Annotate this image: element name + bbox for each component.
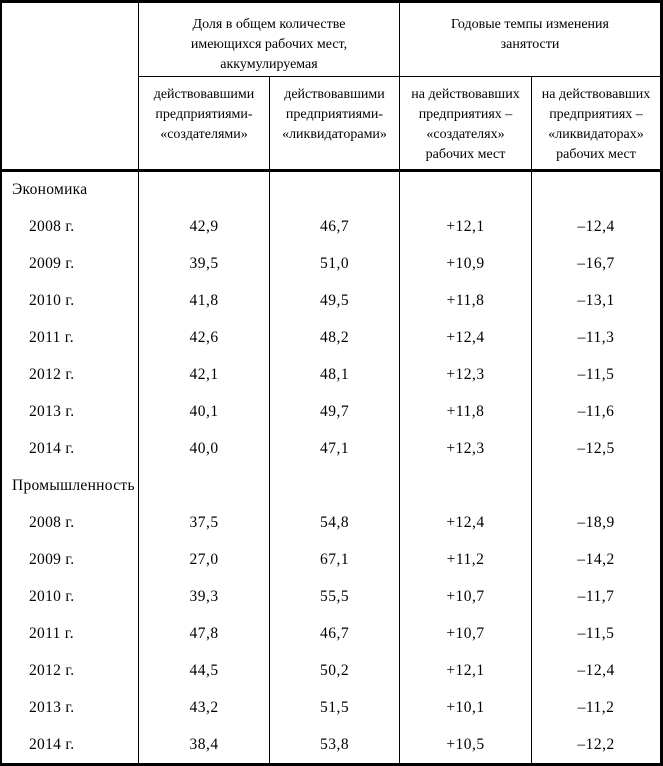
subheader-creators-rate: на действовавших предприятиях – «создате… <box>400 77 532 169</box>
corner-cell <box>2 3 139 169</box>
value-cell: 54,8 <box>270 504 400 542</box>
value-cell: +10,5 <box>400 726 532 763</box>
section-label: Промышленность <box>2 467 139 505</box>
value-cell: –14,2 <box>577 550 615 568</box>
value-cell: +11,8 <box>400 393 532 431</box>
value-cell: 44,5 <box>139 652 270 690</box>
value-cell <box>400 172 532 209</box>
value-cell: +12,3 <box>400 356 532 394</box>
value-cell: 48,2 <box>270 319 400 357</box>
value-cell: +10,9 <box>400 245 532 283</box>
year-label: 2012 г. <box>2 652 139 690</box>
value-cell: 40,1 <box>139 393 270 431</box>
group-header-rates: Годовые темпы изменения занятости <box>400 3 660 77</box>
value-cell: 37,5 <box>139 504 270 542</box>
value-cell: –11,5 <box>577 366 615 384</box>
value-cell: 49,7 <box>270 393 400 431</box>
year-label: 2008 г. <box>2 208 139 246</box>
value-cell: 55,5 <box>270 578 400 616</box>
value-cell: –11,5 <box>577 624 615 642</box>
value-cell: 46,7 <box>270 208 400 246</box>
value-cell: +12,4 <box>400 504 532 542</box>
year-label: 2012 г. <box>2 356 139 394</box>
value-cell: 47,1 <box>270 430 400 468</box>
year-label: 2011 г. <box>2 615 139 653</box>
value-cell: +11,8 <box>400 282 532 320</box>
value-cell: 46,7 <box>270 615 400 653</box>
table-header: Доля в общем количестве имеющихся рабочи… <box>2 3 660 172</box>
value-cell: 42,9 <box>139 208 270 246</box>
value-cell: 51,0 <box>270 245 400 283</box>
value-cell: 39,3 <box>139 578 270 616</box>
value-cell: 41,8 <box>139 282 270 320</box>
value-cell: –12,2 <box>577 735 615 753</box>
value-cell: –11,2 <box>577 698 615 716</box>
value-cell: +12,1 <box>400 652 532 690</box>
table-body: Экономика 2008 г. 42,9 46,7 +12,1 –12,4 … <box>2 172 660 763</box>
year-label: 2011 г. <box>2 319 139 357</box>
value-cell: 39,5 <box>139 245 270 283</box>
value-cell: +10,7 <box>400 578 532 616</box>
subheader-creators-share: действовавшими предприятиями- «создателя… <box>139 77 270 169</box>
subheader-liquidators-rate: на действовавших предприятиях – «ликвида… <box>541 87 651 162</box>
value-cell: –12,4 <box>577 218 615 236</box>
value-cell: +10,1 <box>400 689 532 727</box>
value-cell: 48,1 <box>270 356 400 394</box>
value-cell: 42,1 <box>139 356 270 394</box>
group-header-share: Доля в общем количестве имеющихся рабочи… <box>139 3 400 77</box>
value-cell <box>532 172 660 209</box>
value-cell: 50,2 <box>270 652 400 690</box>
value-cell: 51,5 <box>270 689 400 727</box>
year-label: 2009 г. <box>2 245 139 283</box>
value-cell: +12,4 <box>400 319 532 357</box>
value-cell: –11,6 <box>577 403 615 421</box>
value-cell: +12,3 <box>400 430 532 468</box>
value-cell <box>139 172 270 209</box>
value-cell: 43,2 <box>139 689 270 727</box>
value-cell <box>270 467 400 505</box>
value-cell: 67,1 <box>270 541 400 579</box>
value-cell: +12,1 <box>400 208 532 246</box>
value-cell: +10,7 <box>400 615 532 653</box>
value-cell: –13,1 <box>577 292 615 310</box>
value-cell <box>139 467 270 505</box>
value-cell <box>270 172 400 209</box>
year-label: 2010 г. <box>2 282 139 320</box>
section-label: Экономика <box>2 172 139 209</box>
year-label: 2013 г. <box>2 393 139 431</box>
value-cell: 49,5 <box>270 282 400 320</box>
year-label: 2008 г. <box>2 504 139 542</box>
year-label: 2010 г. <box>2 578 139 616</box>
value-cell: 27,0 <box>139 541 270 579</box>
value-cell <box>400 467 532 505</box>
value-cell: –16,7 <box>577 255 615 273</box>
value-cell: 40,0 <box>139 430 270 468</box>
year-label: 2009 г. <box>2 541 139 579</box>
value-cell: –12,4 <box>577 661 615 679</box>
value-cell <box>532 468 660 505</box>
value-cell: –11,3 <box>577 329 615 347</box>
subheader-liquidators-share: действовавшими предприятиями- «ликвидато… <box>270 77 400 169</box>
value-cell: –11,7 <box>577 587 615 605</box>
value-cell: 38,4 <box>139 726 270 763</box>
value-cell: +11,2 <box>400 541 532 579</box>
value-cell: 47,8 <box>139 615 270 653</box>
year-label: 2014 г. <box>2 430 139 468</box>
value-cell: 53,8 <box>270 726 400 763</box>
value-cell: –12,5 <box>577 440 615 458</box>
year-label: 2014 г. <box>2 726 139 763</box>
value-cell: 42,6 <box>139 319 270 357</box>
value-cell: –18,9 <box>577 513 615 531</box>
year-label: 2013 г. <box>2 689 139 727</box>
